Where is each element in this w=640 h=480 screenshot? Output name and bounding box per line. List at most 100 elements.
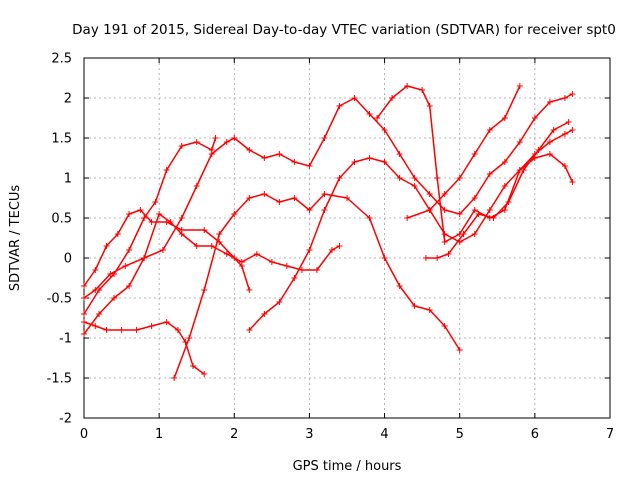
data-point (501, 207, 508, 213)
data-point (434, 175, 441, 181)
data-point (276, 199, 283, 205)
data-point (291, 159, 298, 165)
data-point (178, 215, 185, 221)
data-point (561, 163, 568, 169)
series-s9 (374, 83, 576, 245)
data-point (81, 283, 87, 289)
series-s4 (81, 319, 208, 377)
data-point (261, 311, 268, 317)
data-point (550, 127, 557, 133)
y-axis-label: SDTVAR / TECUs (8, 185, 23, 292)
y-tick-label: 2 (64, 92, 72, 107)
data-point (475, 211, 482, 217)
data-point (535, 147, 542, 153)
data-point (193, 139, 200, 145)
data-point (208, 147, 215, 153)
data-point (276, 151, 283, 157)
y-tick-label: 0.5 (51, 212, 72, 227)
data-point (148, 219, 155, 225)
data-point (313, 267, 320, 273)
data-point (336, 175, 343, 181)
data-point (344, 195, 350, 201)
series-line (83, 137, 217, 315)
data-point (208, 243, 215, 249)
series-s5 (81, 211, 343, 337)
x-tick-label: 0 (80, 427, 88, 442)
data-point (193, 243, 200, 249)
data-point (159, 247, 166, 253)
data-point (366, 155, 373, 161)
data-point (520, 167, 527, 173)
data-point (103, 327, 110, 333)
data-point (501, 183, 508, 189)
data-point (268, 259, 275, 265)
data-point (441, 207, 448, 213)
data-point (118, 327, 125, 333)
y-tick-label: -0.5 (47, 292, 72, 307)
data-point (441, 239, 448, 245)
data-point (126, 247, 133, 253)
data-point (231, 211, 238, 217)
y-tick-label: -1 (59, 332, 72, 347)
data-point (246, 195, 253, 201)
x-tick-label: 2 (230, 427, 238, 442)
data-point (366, 111, 373, 117)
y-tick-label: 1 (64, 172, 72, 187)
data-point (456, 347, 463, 353)
data-point (569, 179, 576, 185)
data-point (96, 287, 103, 293)
data-point (321, 191, 328, 197)
data-point (186, 335, 193, 341)
data-point (306, 163, 313, 169)
data-point (171, 375, 178, 381)
data-point (561, 131, 568, 137)
data-point (261, 191, 268, 197)
data-point (81, 311, 87, 317)
data-point (531, 115, 538, 121)
data-point (306, 247, 313, 253)
chart-title: Day 191 of 2015, Sidereal Day-to-day VTE… (72, 22, 616, 38)
data-point (486, 207, 493, 213)
data-point (246, 327, 253, 333)
data-point (152, 199, 159, 205)
data-point (81, 331, 87, 337)
data-point (426, 207, 433, 213)
data-point (253, 251, 260, 257)
data-point (216, 231, 223, 237)
data-point (336, 243, 343, 249)
data-point (276, 299, 283, 305)
data-point (178, 231, 185, 237)
data-point (223, 139, 230, 145)
series-line (173, 193, 461, 379)
data-point (546, 151, 553, 157)
data-point (422, 255, 429, 261)
data-point (306, 207, 313, 213)
data-point (126, 211, 133, 217)
data-point (351, 159, 358, 165)
data-point (212, 135, 219, 141)
data-point (201, 371, 208, 377)
data-point (163, 319, 170, 325)
data-point (193, 183, 200, 189)
x-tick-label: 7 (606, 427, 614, 442)
data-point (434, 255, 441, 261)
data-point (189, 363, 196, 369)
data-point (486, 171, 493, 177)
plot-frame (83, 57, 611, 419)
data-point (223, 251, 230, 257)
data-point (201, 287, 208, 293)
series-line (406, 85, 521, 219)
data-point (114, 231, 121, 237)
data-point (381, 159, 388, 165)
data-point (137, 207, 144, 213)
data-point (460, 231, 467, 237)
data-point (92, 267, 99, 273)
data-point (426, 307, 433, 313)
data-point (396, 151, 403, 157)
data-point (351, 95, 358, 101)
data-point (565, 119, 572, 125)
data-point (546, 139, 553, 145)
data-point (490, 215, 497, 221)
x-axis-ticks: 0 1 2 3 4 5 6 7 (80, 58, 614, 442)
